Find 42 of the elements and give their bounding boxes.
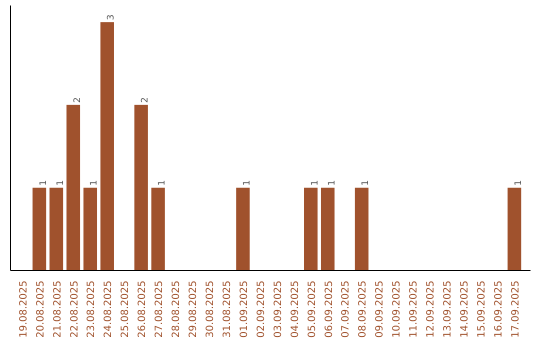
x-tick-label: 10.09.2025 bbox=[392, 280, 403, 338]
x-tick-label: 06.09.2025 bbox=[324, 280, 335, 338]
data-label: 2 bbox=[140, 97, 151, 103]
x-tick-label: 08.09.2025 bbox=[358, 280, 369, 338]
x-tick-label: 17.09.2025 bbox=[510, 280, 522, 338]
data-label: 1 bbox=[361, 180, 372, 186]
x-tick-label: 22.08.2025 bbox=[69, 280, 80, 338]
data-label: 1 bbox=[310, 180, 320, 186]
x-tick-label: 29.08.2025 bbox=[188, 280, 200, 338]
data-label: 3 bbox=[106, 14, 117, 20]
x-tick-label: 05.09.2025 bbox=[306, 280, 318, 338]
data-label: 2 bbox=[72, 97, 83, 103]
data-label: 1 bbox=[242, 180, 252, 186]
data-label: 1 bbox=[514, 180, 524, 186]
x-tick-label: 24.08.2025 bbox=[103, 280, 114, 338]
x-tick-label: 13.09.2025 bbox=[442, 280, 454, 338]
data-label: 1 bbox=[38, 180, 49, 186]
x-tick-label: 16.09.2025 bbox=[493, 280, 504, 338]
x-tick-label: 26.08.2025 bbox=[137, 280, 148, 338]
x-tick-label: 02.09.2025 bbox=[256, 280, 267, 338]
x-tick-label: 19.08.2025 bbox=[18, 280, 30, 338]
data-label: 1 bbox=[90, 180, 100, 186]
x-tick-label: 07.09.2025 bbox=[340, 280, 352, 338]
data-label: 1 bbox=[56, 180, 66, 186]
data-label: 1 bbox=[158, 180, 168, 186]
x-tick-label: 03.09.2025 bbox=[272, 280, 284, 338]
x-tick-label: 27.08.2025 bbox=[154, 280, 166, 338]
x-tick-label: 30.08.2025 bbox=[205, 280, 216, 338]
x-tick-label: 11.09.2025 bbox=[408, 280, 420, 338]
x-tick-label: 15.09.2025 bbox=[476, 280, 488, 338]
x-tick-label: 31.08.2025 bbox=[222, 280, 233, 338]
x-tick-label: 21.08.2025 bbox=[52, 280, 64, 338]
x-tick-label: 04.09.2025 bbox=[290, 280, 301, 338]
x-tick-label: 01.09.2025 bbox=[238, 280, 250, 338]
x-tick-label: 14.09.2025 bbox=[459, 280, 470, 338]
data-label: 1 bbox=[327, 180, 338, 186]
x-tick-label: 12.09.2025 bbox=[426, 280, 437, 338]
x-tick-label: 23.08.2025 bbox=[86, 280, 98, 338]
x-tick-label: 09.09.2025 bbox=[374, 280, 386, 338]
x-tick-label: 20.08.2025 bbox=[35, 280, 46, 338]
x-tick-label: 28.08.2025 bbox=[171, 280, 182, 338]
x-tick-label: 25.08.2025 bbox=[120, 280, 132, 338]
